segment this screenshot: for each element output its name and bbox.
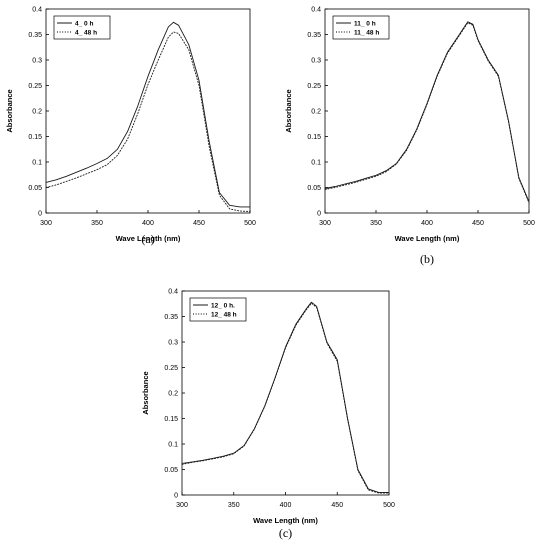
x-axis-label: Wave Length (nm)	[116, 234, 181, 243]
panel-label: (c)	[279, 526, 292, 540]
x-tick-label: 500	[523, 220, 535, 227]
chart-panel-3: 0 0.05 0.1 0.15 0.2 0.25 0.3 0.35 0.4 300 350 400 45…	[141, 289, 395, 541]
legend-label: 11_ 48 h	[354, 30, 379, 37]
y-axis-label: Absorbance	[284, 89, 293, 132]
x-tick-label: 500	[244, 220, 256, 227]
x-tick-label: 400	[280, 502, 292, 509]
y-tick-label: 0.35	[307, 32, 321, 39]
x-tick-label: 350	[228, 502, 240, 509]
y-tick-label: 0.1	[32, 160, 42, 167]
legend-box	[189, 297, 247, 322]
plot-frame	[45, 8, 251, 214]
legend-label: 12_ 48 h	[211, 312, 237, 319]
y-tick-label: 0.05	[307, 185, 321, 192]
x-tick-label: 350	[370, 220, 382, 227]
y-tick-label: 0.25	[164, 365, 178, 372]
series-line-1	[181, 301, 390, 493]
x-tick-label: 300	[40, 220, 52, 227]
y-tick-label: 0.05	[28, 185, 42, 192]
x-tick-label: 450	[472, 220, 484, 227]
x-tick-label: 350	[91, 220, 103, 227]
y-tick-label: 0.3	[311, 58, 321, 65]
y-tick-label: 0.35	[28, 32, 42, 39]
x-tick-label: 450	[193, 220, 205, 227]
y-tick-label: 0.2	[311, 109, 321, 116]
legend-box	[53, 15, 111, 40]
plot-frame	[181, 290, 390, 496]
y-tick-label: 0.15	[28, 134, 42, 141]
series-line-2	[324, 22, 530, 204]
series-line-2	[181, 302, 390, 494]
y-tick-label: 0.2	[168, 391, 178, 398]
y-tick-label: 0.3	[168, 340, 178, 347]
y-tick-label: 0	[174, 493, 178, 500]
x-tick-label: 300	[319, 220, 331, 227]
x-tick-label: 400	[421, 220, 433, 227]
chart-panel-1: 0 0.05 0.1 0.15 0.2 0.25 0.3 0.35 0.4 300 350 400 45…	[5, 7, 256, 247]
y-tick-label: 0.15	[307, 134, 321, 141]
panel-label: (b)	[420, 252, 434, 266]
y-tick-label: 0.2	[32, 109, 42, 116]
y-tick-label: 0.15	[164, 416, 178, 423]
legend-box	[332, 15, 390, 40]
y-tick-label: 0.4	[32, 7, 42, 14]
series-line-1	[45, 21, 251, 208]
chart-panel-2: 0 0.05 0.1 0.15 0.2 0.25 0.3 0.35 0.4 300 350 400 45…	[284, 7, 535, 267]
legend-label: 4_ 48 h	[75, 30, 97, 37]
legend-label: 11_ 0 h	[354, 21, 376, 28]
legend-label: 4_ 0 h	[75, 21, 93, 28]
y-tick-label: 0.25	[28, 83, 42, 90]
legend-label: 12_ 0 h.	[211, 303, 235, 310]
y-tick-label: 0.1	[168, 442, 178, 449]
x-tick-label: 400	[142, 220, 154, 227]
panel-label: (a)	[141, 232, 154, 246]
x-axis-label: Wave Length (nm)	[253, 516, 318, 525]
y-tick-label: 0.05	[164, 467, 178, 474]
y-tick-label: 0	[38, 211, 42, 218]
y-tick-label: 0.25	[307, 83, 321, 90]
y-tick-label: 0	[317, 211, 321, 218]
y-tick-label: 0.35	[164, 314, 178, 321]
x-tick-label: 450	[331, 502, 343, 509]
x-tick-label: 500	[383, 502, 395, 509]
y-axis-label: Absorbance	[141, 371, 150, 414]
y-tick-label: 0.4	[168, 289, 178, 296]
x-tick-label: 300	[176, 502, 188, 509]
y-tick-label: 0.4	[311, 7, 321, 14]
y-axis-label: Absorbance	[5, 89, 14, 132]
series-line-2	[45, 31, 251, 212]
x-axis-label: Wave Length (nm)	[395, 234, 460, 243]
y-tick-label: 0.1	[311, 160, 321, 167]
y-tick-label: 0.3	[32, 58, 42, 65]
series-line-1	[324, 21, 530, 203]
